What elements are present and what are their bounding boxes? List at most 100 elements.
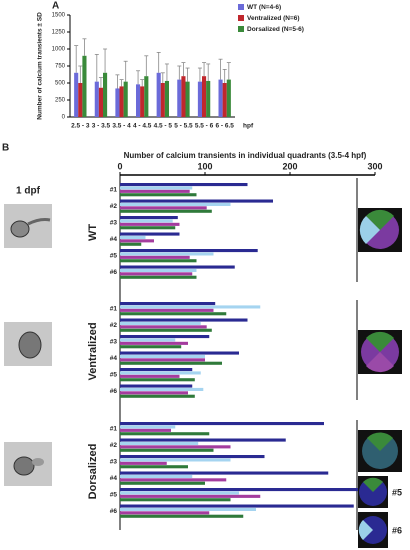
bar — [177, 79, 182, 117]
bar — [98, 87, 103, 117]
bar — [218, 79, 223, 117]
bar — [120, 328, 212, 332]
bar — [120, 491, 239, 495]
row-label: #3 — [110, 220, 118, 227]
x-tick-label: 100 — [197, 161, 212, 171]
bar — [115, 88, 120, 117]
bar — [120, 183, 248, 187]
x-tick-label: 5.5 - 6 — [195, 123, 214, 130]
bar — [120, 391, 188, 395]
bar — [202, 76, 207, 117]
bar — [120, 448, 214, 452]
row-label: #6 — [110, 508, 118, 515]
bar — [120, 345, 182, 349]
bar — [120, 478, 227, 482]
legend-label: Dorsalized (N=5-6) — [247, 26, 304, 33]
row-label: #2 — [110, 203, 118, 210]
bar — [206, 80, 211, 117]
bar — [120, 239, 154, 243]
bar — [120, 308, 214, 312]
bar — [120, 235, 146, 239]
bar — [197, 81, 202, 117]
bar — [120, 441, 199, 445]
bar — [136, 84, 141, 117]
bar — [120, 458, 231, 462]
bar — [181, 76, 186, 117]
bar — [120, 259, 197, 263]
x-tick-label: 3 - 3.5 — [92, 123, 111, 130]
row-label: #1 — [110, 306, 118, 313]
group-label: WT — [87, 224, 99, 241]
bar — [120, 461, 167, 465]
bar — [120, 242, 142, 246]
bar — [78, 83, 83, 117]
bar — [144, 76, 149, 117]
bar — [120, 312, 227, 316]
panel-label: A — [52, 1, 59, 12]
bar — [120, 494, 261, 498]
bar — [120, 232, 180, 236]
group-label: Ventralized — [87, 322, 99, 380]
legend-swatch — [238, 4, 244, 10]
bar — [120, 321, 201, 325]
bar — [120, 394, 195, 398]
bar — [82, 55, 87, 117]
x-tick-label: 4 - 4.5 — [133, 123, 152, 130]
bar — [120, 351, 239, 355]
x-unit: hpf — [243, 123, 254, 130]
bar — [120, 368, 193, 372]
bar — [120, 199, 273, 203]
bar — [120, 465, 188, 469]
condition-label: 1 dpf — [16, 186, 41, 197]
bar — [120, 275, 197, 279]
legend-swatch — [238, 26, 244, 32]
row-label: #2 — [110, 322, 118, 329]
bar — [120, 474, 193, 478]
y-tick-label: 750 — [55, 64, 66, 70]
x-tick-label: 6 - 6.5 — [215, 123, 234, 130]
bar — [120, 219, 173, 223]
bar — [120, 488, 358, 492]
bar — [120, 371, 201, 375]
row-label: #5 — [110, 492, 118, 499]
bar — [120, 305, 261, 309]
chart-title: Number of calcium transients in individu… — [124, 151, 367, 160]
row-label: #5 — [110, 253, 118, 260]
bar — [120, 222, 180, 226]
bar — [185, 81, 190, 117]
bar — [120, 209, 212, 213]
y-tick-label: 250 — [55, 98, 66, 104]
bar — [160, 83, 165, 117]
bar — [120, 202, 231, 206]
bar — [120, 504, 354, 508]
group-label: Dorsalized — [87, 444, 99, 500]
bar — [120, 226, 176, 230]
bar — [222, 83, 227, 117]
y-tick-label: 1000 — [52, 47, 66, 53]
row-label: #6 — [110, 388, 118, 395]
bar — [120, 361, 222, 365]
bar — [120, 498, 231, 502]
row-label: #4 — [110, 475, 118, 482]
bar — [120, 511, 210, 515]
bar — [120, 325, 207, 329]
panel-label: B — [2, 143, 9, 154]
bar — [120, 186, 193, 190]
bar — [140, 86, 145, 117]
bar — [103, 72, 108, 117]
quadrant-images — [356, 178, 402, 548]
bar — [120, 193, 197, 197]
bar — [120, 387, 204, 391]
bar — [120, 432, 210, 436]
bar — [120, 445, 231, 449]
bar — [74, 72, 79, 117]
bar — [120, 354, 205, 358]
bar — [120, 255, 190, 259]
bar — [120, 374, 180, 378]
legend-label: Ventralized (N=6) — [247, 15, 300, 22]
bar — [120, 378, 195, 382]
bar — [120, 384, 193, 388]
bar — [120, 428, 171, 432]
bar — [120, 514, 244, 518]
